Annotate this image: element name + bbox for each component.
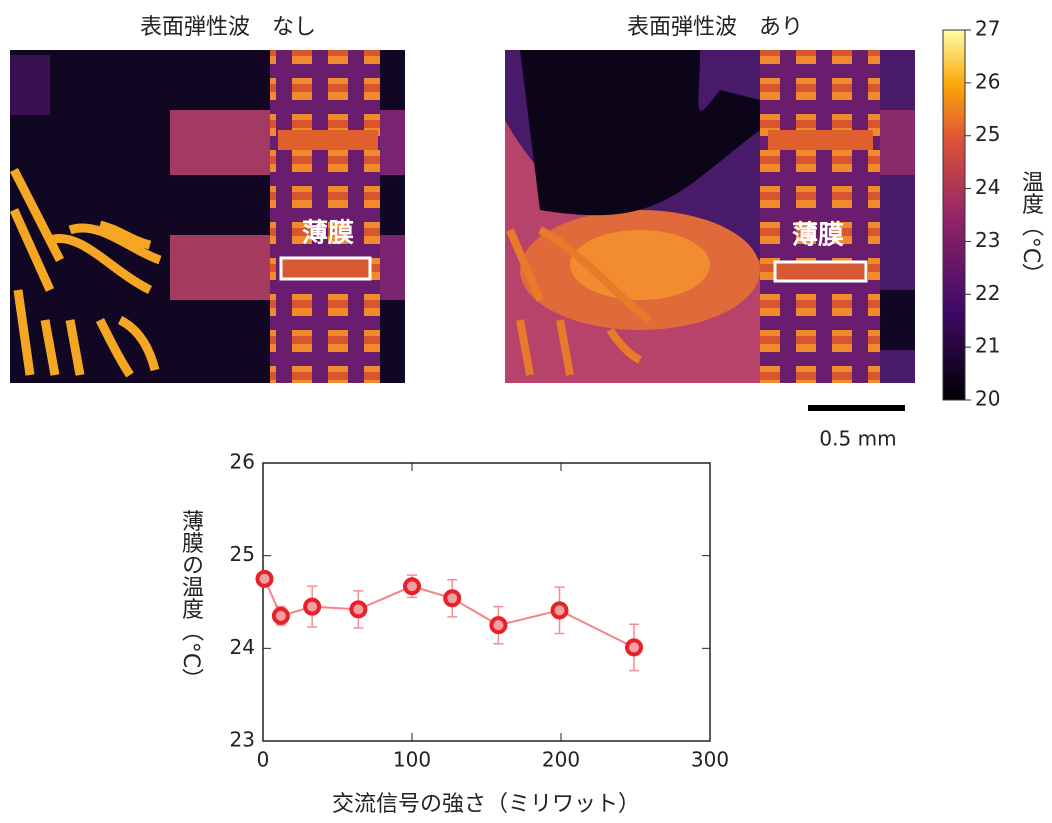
thermal-image-right: 薄膜: [505, 50, 915, 383]
y-axis-label: 薄膜の温度（°C）: [178, 510, 204, 690]
data-point: [627, 640, 641, 654]
data-point: [491, 618, 505, 632]
y-tick-label: 25: [230, 542, 255, 566]
colorbar-tick-label: 21: [975, 334, 1000, 358]
series-line: [264, 579, 634, 648]
data-point: [351, 602, 365, 616]
panel-title: 表面弾性波 あり: [627, 15, 803, 40]
data-point: [445, 591, 459, 605]
x-tick-label: 100: [393, 748, 431, 772]
film-label: 薄膜: [302, 219, 354, 249]
x-tick-label: 0: [257, 748, 270, 772]
x-axis-label: 交流信号の強さ（ミリワット）: [332, 792, 640, 817]
y-tick-label: 26: [230, 450, 255, 474]
colorbar: [943, 30, 965, 400]
data-point: [405, 579, 419, 593]
x-tick-label: 300: [691, 748, 729, 772]
x-tick-label: 200: [542, 748, 580, 772]
colorbar-tick-label: 27: [975, 17, 1000, 41]
colorbar-tick-label: 23: [975, 228, 1000, 252]
colorbar-tick-label: 22: [975, 281, 1000, 305]
colorbar-tick-label: 26: [975, 69, 1000, 93]
plot-frame: [263, 463, 710, 741]
colorbar-tick-label: 25: [975, 122, 1000, 146]
film-label: 薄膜: [792, 221, 844, 251]
data-point: [305, 600, 319, 614]
data-point: [257, 572, 271, 586]
y-tick-label: 24: [230, 635, 255, 659]
colorbar-label: 温度（°C）: [1018, 171, 1044, 285]
data-point: [553, 603, 567, 617]
colorbar-tick-label: 20: [975, 387, 1000, 411]
figure: 薄膜 薄膜 表面弾性波 なし 表面弾性波 あり 温度（°C） 0.5 mm 交流…: [0, 0, 1052, 823]
y-tick-label: 23: [230, 728, 255, 752]
colorbar-tick-label: 24: [975, 175, 1000, 199]
panel-title: 表面弾性波 なし: [140, 15, 316, 40]
thermal-image-left: 薄膜: [10, 50, 405, 383]
data-point: [274, 609, 288, 623]
scale-bar-label: 0.5 mm: [819, 427, 896, 451]
